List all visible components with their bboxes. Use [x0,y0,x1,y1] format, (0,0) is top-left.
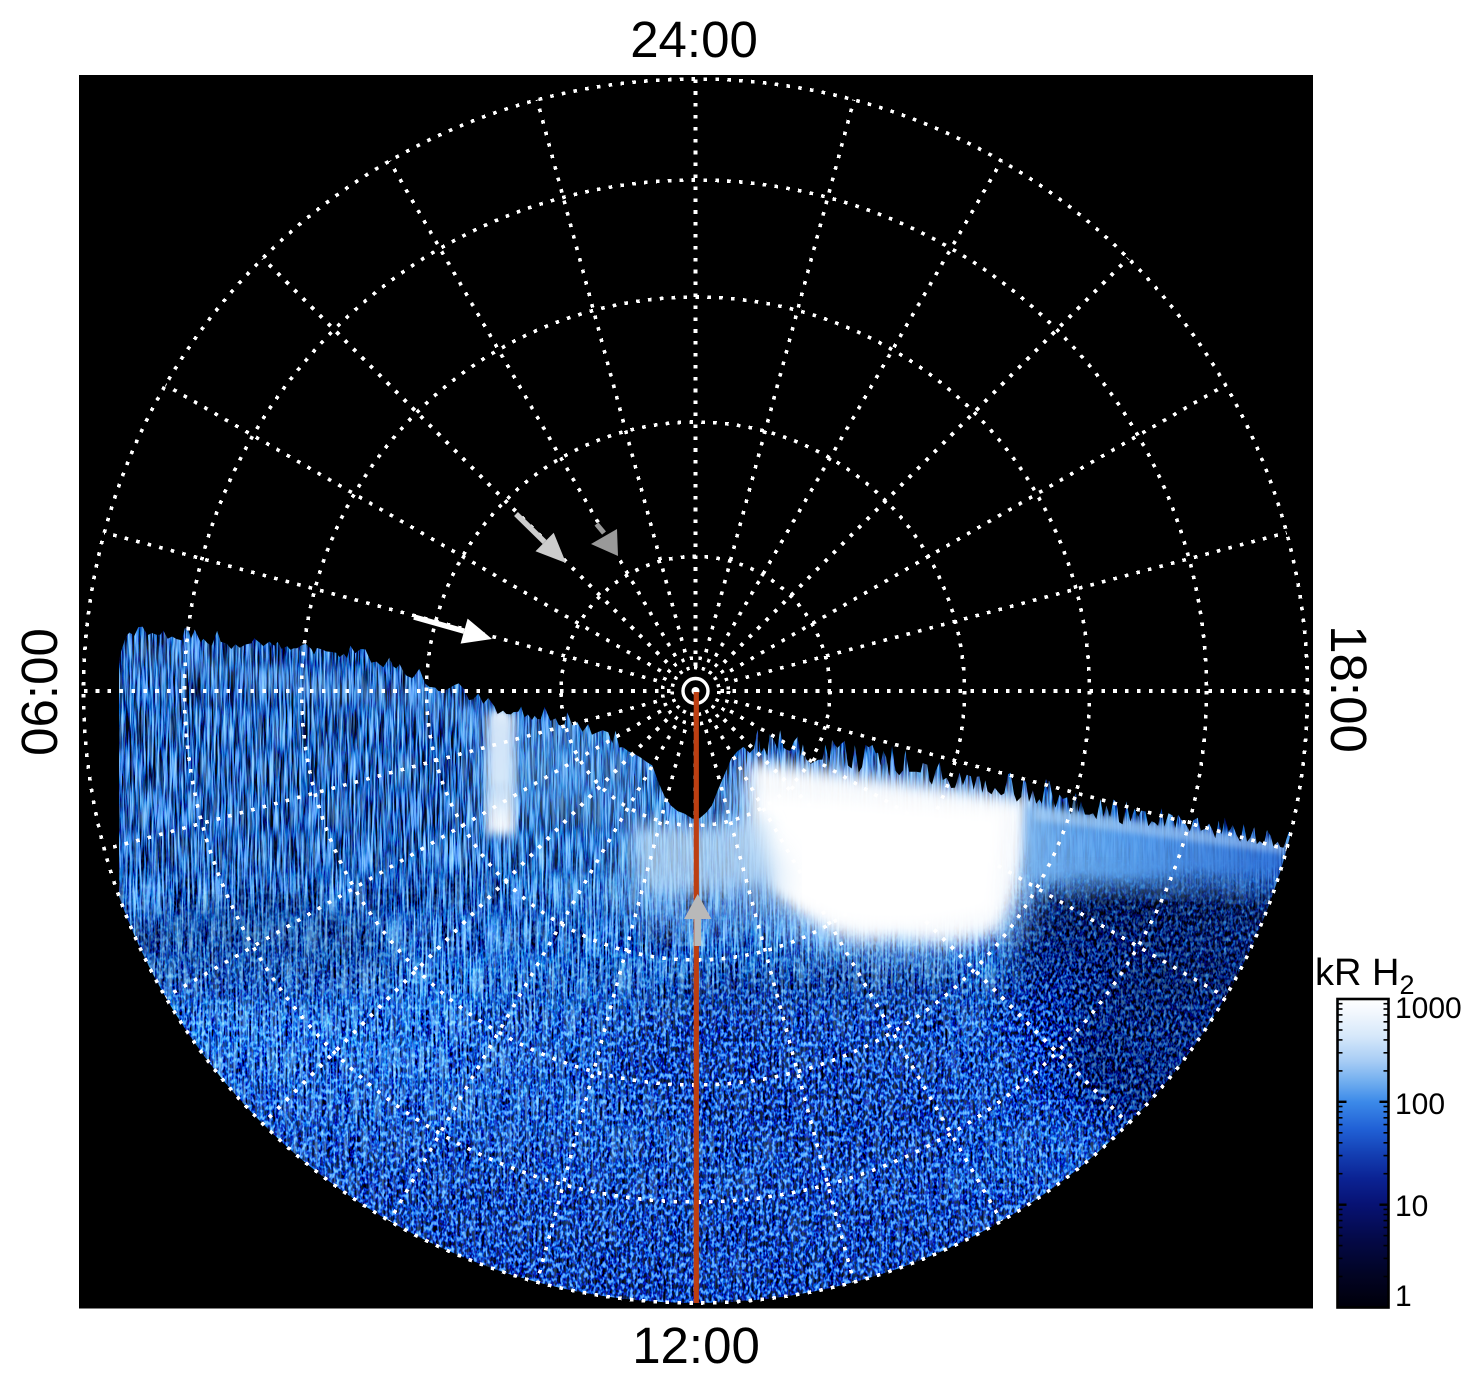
svg-text:100: 100 [1395,1088,1445,1121]
svg-text:18:00: 18:00 [1320,625,1377,753]
svg-text:10: 10 [1395,1190,1428,1223]
svg-text:24:00: 24:00 [630,11,758,68]
svg-text:06:00: 06:00 [11,628,68,756]
svg-text:1: 1 [1395,1280,1412,1313]
svg-text:kR H2: kR H2 [1315,952,1414,1000]
svg-text:1000: 1000 [1395,992,1462,1025]
svg-text:12:00: 12:00 [632,1317,760,1374]
